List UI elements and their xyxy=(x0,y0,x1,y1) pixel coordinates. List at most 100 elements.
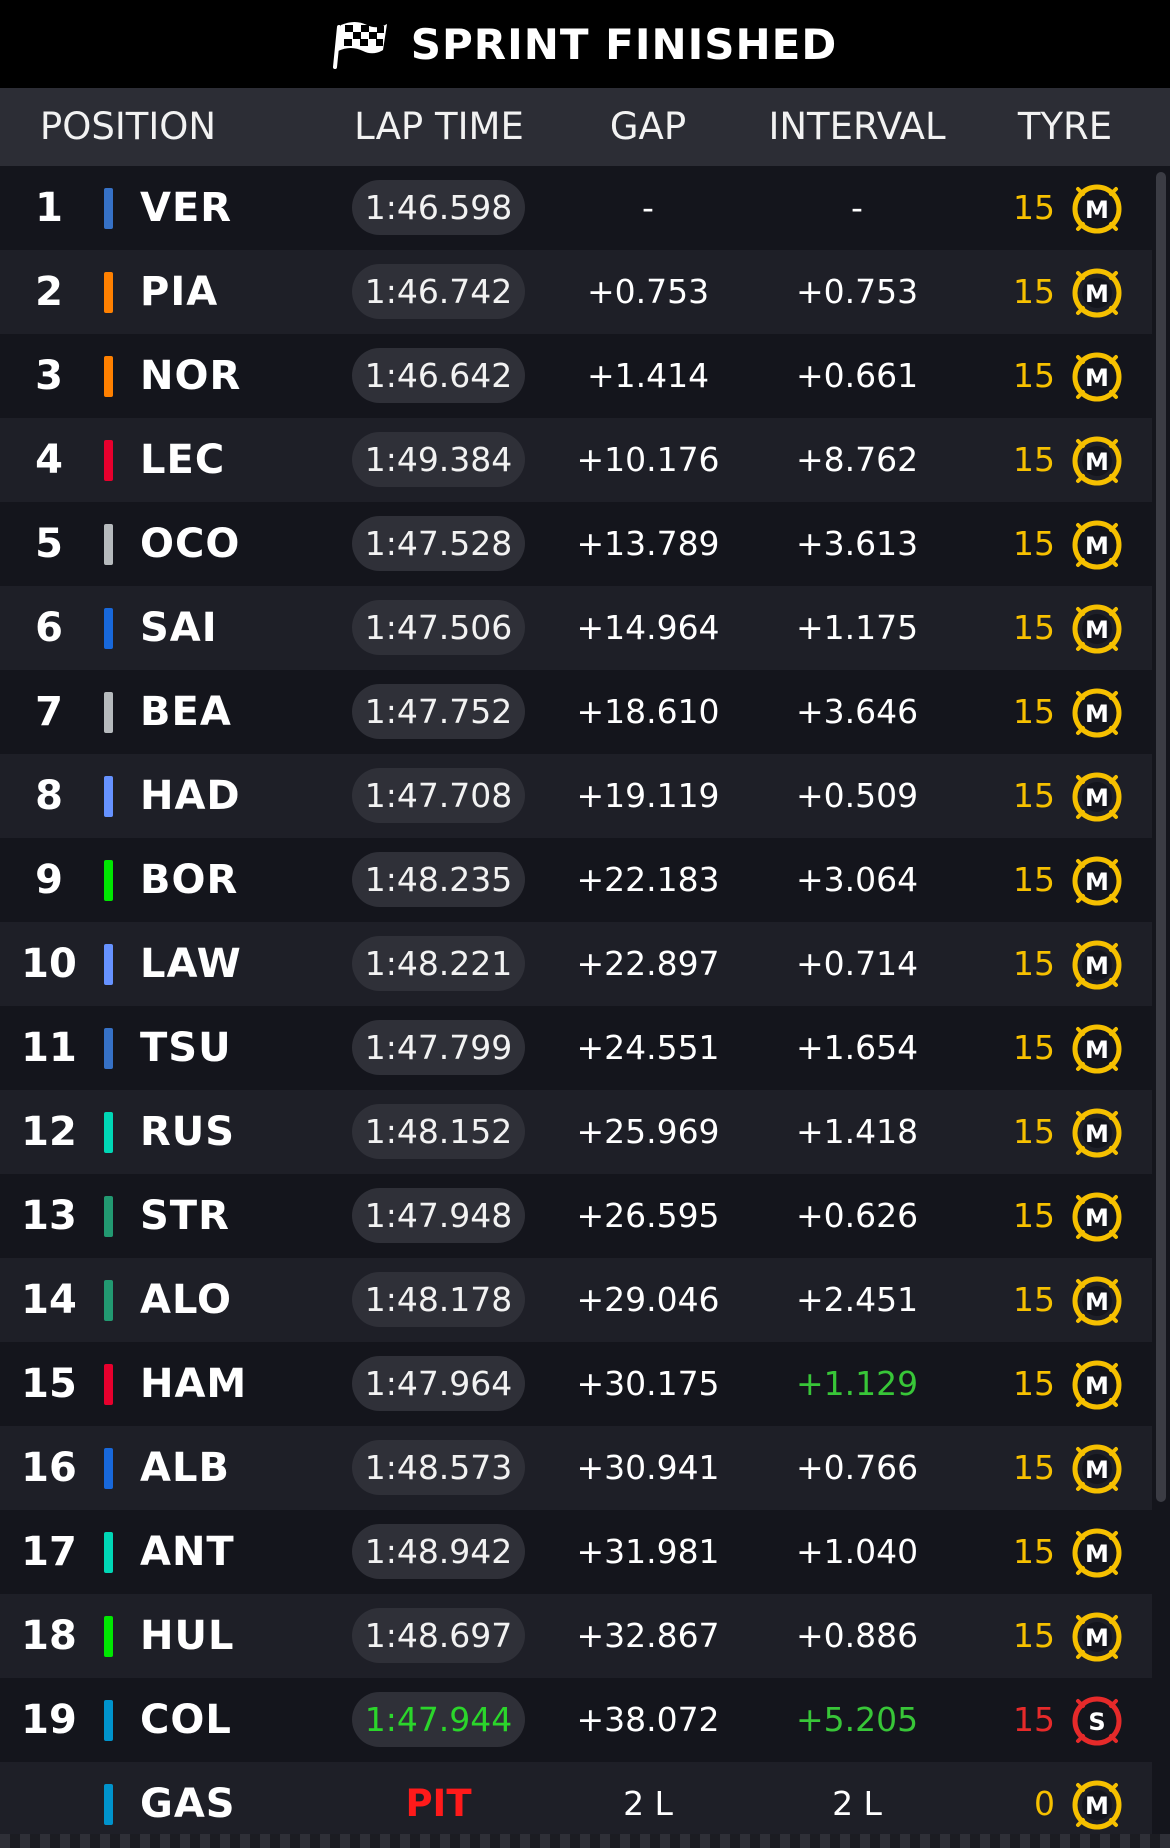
medium-tyre-icon: M xyxy=(1072,940,1122,990)
table-row[interactable]: 16 ALB 1:48.573 +30.941 +0.766 15 M xyxy=(0,1426,1152,1510)
driver-code: TSU xyxy=(140,1025,232,1071)
tyre-compound-letter: M xyxy=(1085,700,1109,728)
scrollbar[interactable] xyxy=(1154,166,1168,1826)
tyre-compound-letter: M xyxy=(1085,868,1109,896)
tyre-laps: 15 xyxy=(1013,608,1055,647)
lap-time: 1:47.708 xyxy=(352,768,525,823)
table-row[interactable]: 9 BOR 1:48.235 +22.183 +3.064 15 M xyxy=(0,838,1152,922)
tyre-laps: 15 xyxy=(1013,1196,1055,1235)
gap-value: +18.610 xyxy=(576,692,720,731)
tyre-compound-letter: M xyxy=(1085,448,1109,476)
table-row[interactable]: 1 VER 1:46.598 - - 15 M xyxy=(0,166,1152,250)
table-row[interactable]: GAS PIT 2 L 2 L 0 M xyxy=(0,1762,1152,1846)
interval-value: +1.654 xyxy=(795,1028,919,1067)
tyre-laps: 15 xyxy=(1013,1532,1055,1571)
tyre-compound-letter: M xyxy=(1085,1540,1109,1568)
gap-value: +25.969 xyxy=(576,1112,720,1151)
driver-code: GAS xyxy=(140,1781,236,1827)
interval-value: +1.040 xyxy=(795,1532,919,1571)
interval-value: +5.205 xyxy=(795,1700,919,1739)
table-row[interactable]: 6 SAI 1:47.506 +14.964 +1.175 15 M xyxy=(0,586,1152,670)
driver-code: ANT xyxy=(140,1529,235,1575)
medium-tyre-icon: M xyxy=(1072,772,1122,822)
tyre-laps: 15 xyxy=(1013,1448,1055,1487)
lap-time: 1:47.944 xyxy=(352,1692,525,1747)
tyre-laps: 0 xyxy=(1034,1784,1055,1823)
interval-value: +1.175 xyxy=(795,608,919,647)
gap-value: +30.175 xyxy=(576,1364,720,1403)
interval-value: +0.626 xyxy=(795,1196,919,1235)
table-row[interactable]: 5 OCO 1:47.528 +13.789 +3.613 15 M xyxy=(0,502,1152,586)
tyre-laps: 15 xyxy=(1013,1112,1055,1151)
tyre-laps: 15 xyxy=(1013,1280,1055,1319)
gap-value: +24.551 xyxy=(576,1028,720,1067)
tyre-compound-letter: M xyxy=(1085,1456,1109,1484)
gap-value: +32.867 xyxy=(576,1616,720,1655)
table-row[interactable]: 15 HAM 1:47.964 +30.175 +1.129 15 M xyxy=(0,1342,1152,1426)
driver-code: HAD xyxy=(140,773,241,819)
gap-value: +26.595 xyxy=(576,1196,720,1235)
tyre-compound-letter: M xyxy=(1085,196,1109,224)
gap-value: +1.414 xyxy=(586,356,710,395)
table-row[interactable]: 8 HAD 1:47.708 +19.119 +0.509 15 M xyxy=(0,754,1152,838)
header-gap[interactable]: GAP xyxy=(609,105,687,148)
scrollbar-thumb[interactable] xyxy=(1156,172,1166,1502)
checkered-flag-icon xyxy=(332,22,387,69)
table-row[interactable]: 14 ALO 1:48.178 +29.046 +2.451 15 M xyxy=(0,1258,1152,1342)
driver-code: LEC xyxy=(140,437,226,483)
team-color-bar xyxy=(104,944,113,985)
team-color-bar xyxy=(104,272,113,313)
medium-tyre-icon: M xyxy=(1072,520,1122,570)
lap-time: 1:48.178 xyxy=(352,1272,525,1327)
table-row[interactable]: 7 BEA 1:47.752 +18.610 +3.646 15 M xyxy=(0,670,1152,754)
tyre-laps: 15 xyxy=(1013,1364,1055,1403)
tyre-laps: 15 xyxy=(1013,440,1055,479)
tyre-compound-letter: M xyxy=(1085,364,1109,392)
driver-code: BOR xyxy=(140,857,239,903)
interval-value: +0.714 xyxy=(795,944,919,983)
tyre-compound-letter: M xyxy=(1085,1120,1109,1148)
header-lap-time[interactable]: LAP TIME xyxy=(354,105,524,148)
tyre-laps: 15 xyxy=(1013,188,1055,227)
team-color-bar xyxy=(104,1448,113,1489)
lap-time: PIT xyxy=(405,1782,472,1825)
interval-value: - xyxy=(851,188,863,227)
position-number: 19 xyxy=(21,1697,77,1743)
lap-time: 1:46.598 xyxy=(352,180,525,235)
gap-value: +14.964 xyxy=(576,608,720,647)
medium-tyre-icon: M xyxy=(1072,1528,1122,1578)
medium-tyre-icon: M xyxy=(1072,1108,1122,1158)
driver-code: VER xyxy=(140,185,233,231)
table-row[interactable]: 2 PIA 1:46.742 +0.753 +0.753 15 M xyxy=(0,250,1152,334)
medium-tyre-icon: M xyxy=(1072,688,1122,738)
table-row[interactable]: 17 ANT 1:48.942 +31.981 +1.040 15 M xyxy=(0,1510,1152,1594)
lap-time: 1:47.799 xyxy=(352,1020,525,1075)
header-position[interactable]: POSITION xyxy=(39,105,217,148)
interval-value: +0.661 xyxy=(795,356,919,395)
table-row[interactable]: 11 TSU 1:47.799 +24.551 +1.654 15 M xyxy=(0,1006,1152,1090)
table-row[interactable]: 10 LAW 1:48.221 +22.897 +0.714 15 M xyxy=(0,922,1152,1006)
status-banner: SPRINT FINISHED xyxy=(0,0,1170,88)
team-color-bar xyxy=(104,440,113,481)
tyre-laps: 15 xyxy=(1013,692,1055,731)
header-tyre[interactable]: TYRE xyxy=(1017,105,1113,148)
table-row[interactable]: 18 HUL 1:48.697 +32.867 +0.886 15 M xyxy=(0,1594,1152,1678)
medium-tyre-icon: M xyxy=(1072,352,1122,402)
tyre-laps: 15 xyxy=(1013,776,1055,815)
lap-time: 1:47.752 xyxy=(352,684,525,739)
lap-time: 1:48.573 xyxy=(352,1440,525,1495)
driver-code: COL xyxy=(140,1697,232,1743)
driver-code: PIA xyxy=(140,269,219,315)
tyre-compound-letter: M xyxy=(1085,616,1109,644)
header-interval[interactable]: INTERVAL xyxy=(768,105,946,148)
table-row[interactable]: 13 STR 1:47.948 +26.595 +0.626 15 M xyxy=(0,1174,1152,1258)
table-row[interactable]: 12 RUS 1:48.152 +25.969 +1.418 15 M xyxy=(0,1090,1152,1174)
table-row[interactable]: 19 COL 1:47.944 +38.072 +5.205 15 S xyxy=(0,1678,1152,1762)
position-number: 18 xyxy=(21,1613,77,1659)
medium-tyre-icon: M xyxy=(1072,1444,1122,1494)
position-number: 16 xyxy=(21,1445,77,1491)
tyre-laps: 15 xyxy=(1013,1616,1055,1655)
table-row[interactable]: 3 NOR 1:46.642 +1.414 +0.661 15 M xyxy=(0,334,1152,418)
table-row[interactable]: 4 LEC 1:49.384 +10.176 +8.762 15 M xyxy=(0,418,1152,502)
lap-time: 1:49.384 xyxy=(352,432,525,487)
